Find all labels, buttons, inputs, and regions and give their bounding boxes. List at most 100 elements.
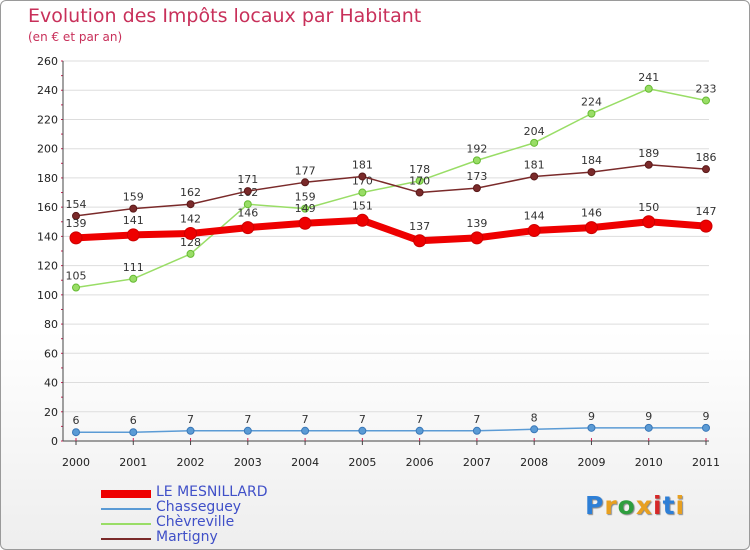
data-point: [530, 138, 539, 147]
data-point: [470, 231, 484, 245]
data-point: [72, 283, 80, 292]
data-label: 7: [187, 413, 194, 426]
y-tick-label: 240: [37, 84, 58, 97]
data-label: 7: [244, 413, 251, 426]
data-point: [527, 224, 541, 238]
data-point: [72, 428, 80, 437]
data-point: [129, 428, 138, 437]
data-label: 142: [180, 212, 201, 225]
data-point: [186, 249, 195, 258]
data-label: 9: [645, 410, 652, 423]
legend-label: Chasseguey: [156, 499, 242, 515]
data-point: [301, 204, 310, 213]
data-label: 7: [473, 413, 480, 426]
data-point: [472, 184, 481, 193]
data-label: 141: [123, 214, 144, 227]
data-label: 146: [581, 207, 602, 220]
data-label: 144: [524, 210, 545, 223]
x-tick-label: 2001: [119, 456, 147, 469]
legend-swatch: [101, 523, 151, 525]
data-label: 128: [180, 236, 201, 249]
data-label: 154: [66, 198, 87, 211]
y-tick-label: 120: [37, 260, 58, 273]
data-label: 224: [581, 96, 602, 109]
data-label: 6: [130, 414, 137, 427]
data-label: 147: [696, 205, 717, 218]
data-label: 192: [466, 142, 487, 155]
data-label: 178: [409, 163, 430, 176]
data-point: [69, 231, 83, 245]
data-point: [301, 178, 310, 187]
data-label: 233: [696, 82, 717, 95]
data-point: [243, 200, 252, 209]
y-tick-label: 100: [37, 289, 58, 302]
data-label: 137: [409, 220, 430, 233]
data-point: [472, 156, 481, 165]
x-tick-label: 2010: [635, 456, 663, 469]
data-point: [358, 172, 367, 181]
data-label: 105: [66, 270, 87, 283]
x-tick-label: 2002: [177, 456, 205, 469]
data-point: [186, 200, 195, 209]
legend-item: LE MESNILLARD: [101, 484, 401, 502]
y-tick-label: 20: [44, 406, 58, 419]
data-label: 241: [638, 71, 659, 84]
data-label: 177: [295, 164, 316, 177]
x-tick-label: 2000: [62, 456, 90, 469]
data-label: 111: [123, 261, 144, 274]
x-tick-label: 2003: [234, 456, 262, 469]
legend-label: Chèvreville: [156, 514, 235, 530]
series-line-martigny: [75, 164, 707, 217]
data-point: [644, 84, 653, 93]
y-tick-label: 140: [37, 230, 58, 243]
data-point: [415, 176, 424, 185]
data-point: [358, 426, 367, 435]
data-point: [587, 423, 596, 432]
data-point: [186, 426, 195, 435]
data-label: 149: [295, 202, 316, 215]
data-point: [530, 425, 539, 434]
data-label: 9: [703, 410, 710, 423]
data-label: 170: [409, 175, 430, 188]
legend-label: LE MESNILLARD: [156, 484, 268, 500]
legend-item: Martigny: [101, 529, 401, 547]
x-tick-label: 2007: [463, 456, 491, 469]
data-label: 173: [466, 170, 487, 183]
data-label: 162: [180, 186, 201, 199]
data-point: [642, 215, 656, 229]
legend-item: Chasseguey: [101, 499, 401, 517]
data-point: [241, 221, 255, 235]
y-tick-label: 220: [37, 113, 58, 126]
data-label: 139: [466, 217, 487, 230]
data-point: [699, 219, 713, 233]
y-tick-label: 200: [37, 143, 58, 156]
y-tick-label: 0: [51, 435, 58, 448]
data-point: [587, 168, 596, 177]
x-tick-label: 2008: [520, 456, 548, 469]
legend-swatch: [101, 538, 151, 540]
data-point: [129, 274, 138, 283]
data-point: [301, 426, 310, 435]
data-label: 159: [295, 191, 316, 204]
data-label: 184: [581, 154, 602, 167]
y-tick-label: 60: [44, 347, 58, 360]
series-line-le-mesnillard: [72, 216, 710, 245]
x-tick-label: 2006: [406, 456, 434, 469]
data-label: 7: [302, 413, 309, 426]
data-point: [126, 228, 140, 242]
data-point: [415, 188, 424, 197]
x-tick-label: 2009: [577, 456, 605, 469]
data-point: [702, 96, 710, 105]
legend-item: Chèvreville: [101, 514, 401, 532]
legend-label: Martigny: [156, 529, 218, 545]
legend-swatch: [101, 490, 151, 498]
y-tick-label: 180: [37, 172, 58, 185]
data-point: [243, 426, 252, 435]
data-point: [644, 423, 653, 432]
data-point: [358, 188, 367, 197]
data-label: 8: [531, 411, 538, 424]
data-label: 139: [66, 217, 87, 230]
data-point: [415, 426, 424, 435]
